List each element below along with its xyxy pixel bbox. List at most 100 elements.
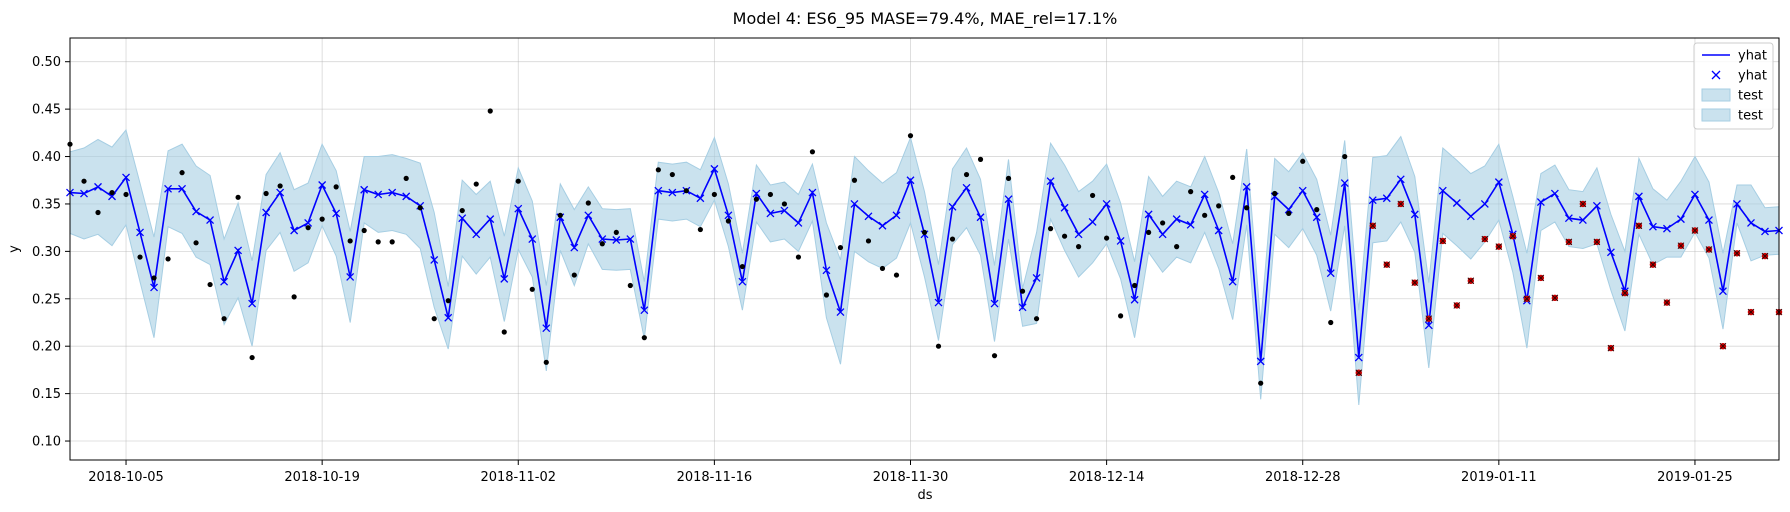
x-axis: 2018-10-05 2018-10-19 2018-11-02 2018-11-16… [88, 460, 1733, 485]
y-tick-label: 0.30 [32, 245, 61, 260]
train-point [1202, 212, 1208, 218]
legend-label: yhat [1738, 49, 1767, 64]
train-point [417, 205, 423, 211]
yhat-marker [836, 308, 845, 317]
x-tick-label: 2018-10-19 [284, 470, 360, 485]
train-point [781, 201, 788, 207]
train-point [739, 263, 745, 270]
test-point-marker [1439, 237, 1447, 245]
yhat-marker [724, 211, 733, 220]
train-point [305, 225, 311, 231]
train-point [949, 236, 956, 242]
yhat-marker [430, 255, 439, 264]
test-point-marker [1677, 242, 1685, 250]
yhat-marker [444, 313, 453, 322]
legend-marker-swatch [1711, 70, 1721, 80]
train-point [1033, 316, 1040, 322]
yhat-marker [1410, 210, 1419, 219]
y-axis-label: y [7, 245, 22, 253]
yhat-marker [1550, 189, 1559, 198]
train-point [193, 240, 199, 246]
yhat-marker [94, 182, 102, 191]
yhat-marker [360, 185, 369, 194]
yhat-marker [1116, 236, 1125, 245]
test-point-marker [1495, 243, 1503, 250]
train-point [1174, 244, 1180, 250]
yhat-marker [1592, 201, 1601, 210]
y-tick-label: 0.40 [32, 150, 61, 165]
yhat-marker [500, 274, 509, 283]
test-point-marker [1467, 277, 1475, 285]
yhat-marker [1466, 212, 1475, 221]
yhat-marker [1200, 190, 1209, 199]
yhat-marker [234, 246, 243, 255]
train-point [837, 244, 844, 251]
train-point [585, 200, 591, 206]
train-point [627, 282, 633, 289]
yhat-marker [612, 236, 621, 244]
test-point-marker [1523, 295, 1531, 303]
yhat-marker [934, 298, 943, 307]
marker-layer [66, 164, 1783, 366]
train-point [1328, 319, 1334, 326]
test-point-marker [1425, 315, 1433, 323]
yhat-marker [248, 299, 257, 308]
y-tick-label: 0.35 [32, 197, 61, 212]
yhat-marker [1438, 186, 1447, 195]
train-point [515, 178, 521, 184]
yhat-marker [220, 277, 229, 286]
train-point [1061, 233, 1068, 239]
yhat-marker [332, 209, 341, 218]
yhat-marker [402, 192, 411, 201]
legend-label: test [1738, 89, 1763, 104]
train-point [473, 181, 479, 187]
yhat-marker [584, 211, 593, 220]
train-point [879, 265, 886, 272]
train-point [277, 183, 283, 189]
train-point [977, 156, 984, 162]
yhat-marker [1312, 213, 1321, 222]
yhat-marker [1662, 224, 1671, 233]
yhat-marker [1690, 190, 1699, 199]
test-point-marker [1761, 252, 1769, 260]
train-point [263, 190, 269, 197]
yhat-marker [1368, 196, 1377, 205]
yhat-marker [1298, 186, 1307, 195]
yhat-marker [752, 189, 761, 198]
train-point [935, 343, 942, 349]
yhat-marker [318, 181, 327, 189]
yhat-marker [514, 204, 523, 213]
test-point-marker [1649, 261, 1657, 269]
train-point [921, 229, 928, 236]
train-point [613, 229, 619, 236]
test-point-marker [1481, 235, 1489, 243]
train-point [95, 209, 101, 216]
train-point [501, 329, 507, 335]
train-point [557, 212, 563, 218]
test-point-marker [1537, 274, 1545, 282]
yhat-marker [906, 176, 915, 185]
yhat-marker [808, 188, 817, 197]
yhat-marker [864, 212, 873, 221]
test-point-marker [1579, 200, 1587, 208]
yhat-marker [1242, 182, 1251, 191]
yhat-marker [80, 189, 88, 198]
yhat-marker [290, 226, 299, 235]
test-point-marker [1705, 246, 1713, 253]
legend-label: yhat [1738, 69, 1767, 84]
yhat-marker [1424, 321, 1433, 330]
test-point-marker [1453, 302, 1461, 309]
train-point [1047, 226, 1054, 232]
yhat-marker [948, 202, 957, 211]
yhat-marker [1088, 218, 1097, 226]
train-point [333, 184, 339, 190]
train-point [459, 207, 465, 214]
yhat-marker [640, 306, 649, 315]
train-point [1160, 220, 1166, 226]
train-point [753, 196, 760, 202]
confidence-band [69, 128, 1780, 406]
train-point [1314, 207, 1320, 213]
train-point [991, 353, 998, 359]
train-point [851, 177, 858, 183]
test-point-marker [1719, 342, 1727, 350]
